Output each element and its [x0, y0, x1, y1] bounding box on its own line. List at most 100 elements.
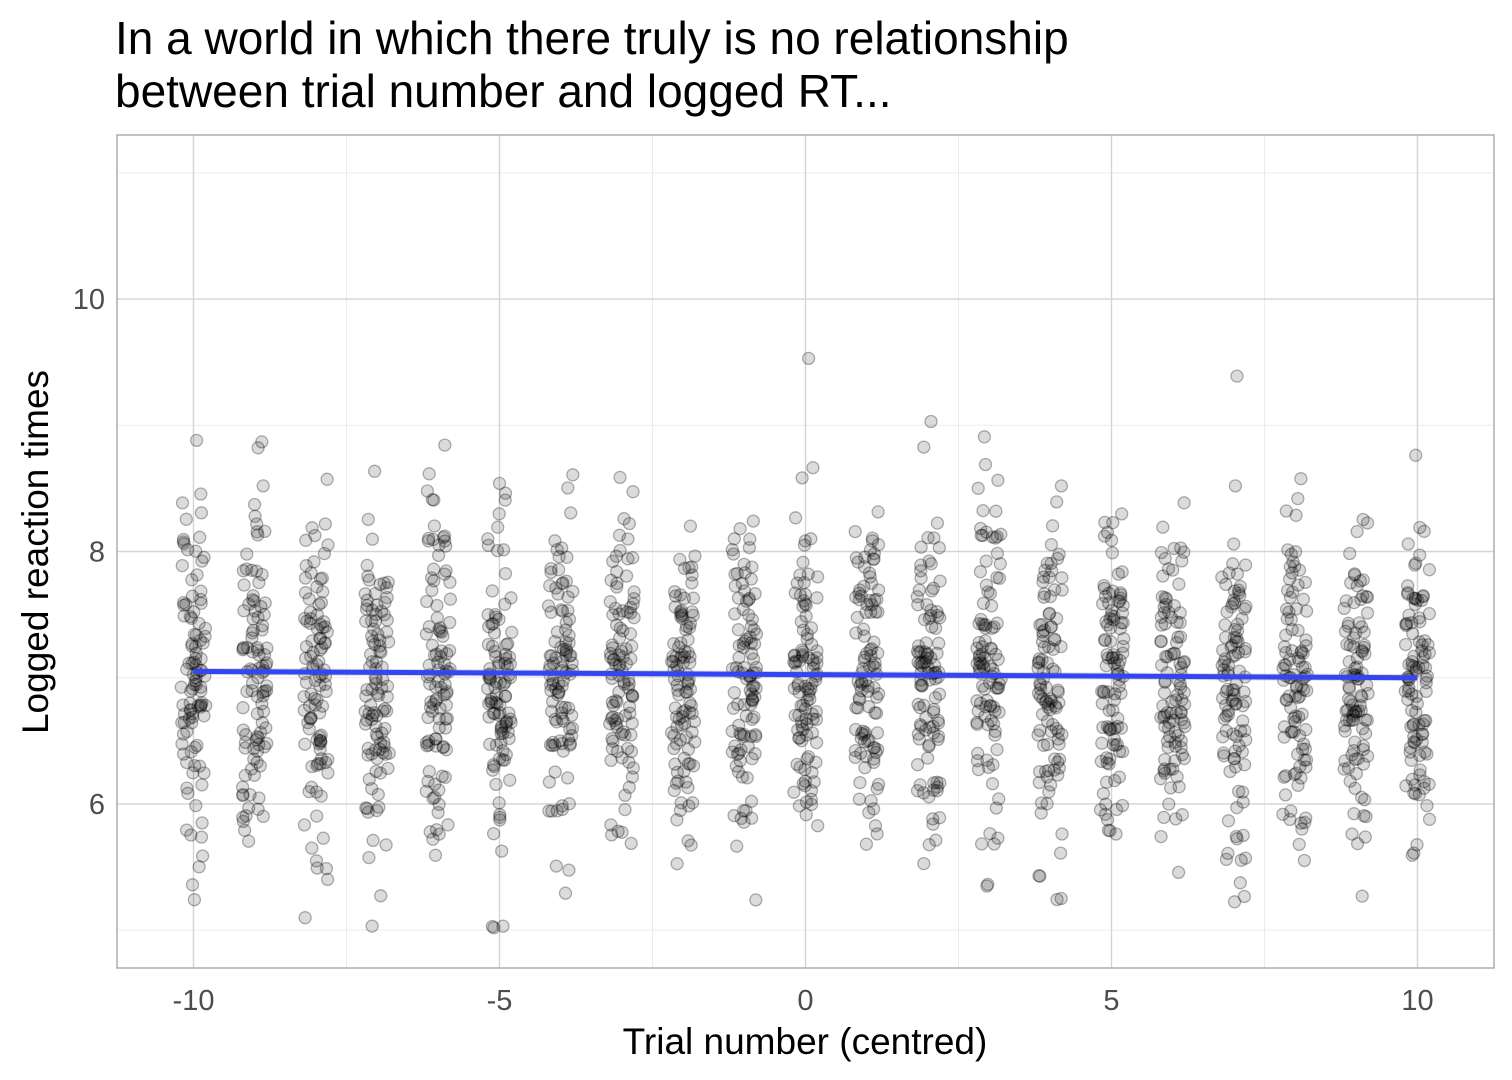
- data-point: [850, 610, 864, 625]
- data-point: [921, 660, 935, 674]
- data-point: [867, 680, 881, 695]
- data-point: [866, 658, 880, 672]
- data-point: [673, 803, 688, 818]
- data-point: [1238, 851, 1253, 865]
- data-point: [1291, 651, 1305, 665]
- data-point: [1299, 811, 1313, 825]
- x-tick-label: -10: [173, 985, 215, 1017]
- data-point: [1154, 618, 1169, 632]
- data-point: [1405, 703, 1419, 718]
- data-point: [1357, 625, 1371, 639]
- data-point: [861, 684, 875, 698]
- data-point: [1112, 770, 1127, 784]
- data-point: [373, 633, 387, 647]
- y-tick-label: 6: [89, 789, 105, 821]
- data-point: [677, 764, 691, 779]
- data-point: [736, 636, 750, 651]
- data-point: [1101, 685, 1115, 699]
- data-point: [314, 728, 328, 742]
- data-point: [931, 713, 945, 728]
- data-point: [871, 583, 886, 597]
- data-point: [988, 704, 1002, 718]
- data-point: [1115, 565, 1129, 579]
- data-point: [612, 631, 627, 645]
- data-point: [1100, 525, 1115, 540]
- data-point: [1420, 669, 1435, 683]
- data-point: [255, 567, 269, 582]
- data-point: [373, 639, 387, 653]
- data-point: [1044, 724, 1058, 739]
- data-point: [189, 628, 203, 642]
- data-point: [979, 554, 993, 568]
- data-point: [549, 651, 563, 665]
- data-point: [498, 689, 512, 703]
- data-point: [1098, 807, 1113, 821]
- data-point: [852, 586, 866, 600]
- data-point: [668, 701, 683, 715]
- data-point: [683, 705, 697, 719]
- data-point: [854, 684, 869, 698]
- data-point: [1408, 787, 1423, 801]
- data-point: [920, 598, 934, 612]
- data-point: [1037, 590, 1051, 604]
- data-point: [250, 643, 265, 657]
- data-point: [496, 726, 510, 740]
- data-point: [443, 615, 457, 630]
- data-point: [489, 675, 504, 689]
- data-point: [1117, 631, 1131, 646]
- data-point: [608, 601, 623, 616]
- data-point: [620, 605, 635, 619]
- data-point: [237, 823, 252, 837]
- data-point: [1289, 508, 1303, 522]
- data-point: [792, 708, 806, 722]
- data-point: [302, 784, 316, 799]
- data-point: [1173, 606, 1187, 620]
- data-point: [543, 738, 558, 752]
- data-point: [434, 644, 449, 658]
- data-point: [798, 779, 812, 793]
- data-point: [368, 586, 382, 601]
- data-point: [1235, 785, 1250, 799]
- data-point: [1345, 713, 1359, 728]
- data-point: [360, 558, 374, 573]
- data-point: [676, 655, 690, 670]
- data-point: [991, 473, 1005, 487]
- data-point: [1337, 601, 1351, 616]
- data-point: [305, 759, 319, 774]
- data-point: [796, 555, 810, 569]
- data-point: [304, 711, 318, 725]
- data-point: [487, 626, 502, 640]
- data-point: [185, 589, 200, 603]
- data-point: [1116, 639, 1130, 654]
- data-point: [1292, 710, 1306, 724]
- data-point: [195, 696, 209, 710]
- data-point: [1099, 797, 1113, 811]
- data-point: [664, 726, 679, 740]
- data-point: [1049, 721, 1063, 736]
- data-point: [668, 600, 682, 614]
- data-point: [624, 744, 639, 759]
- data-point: [376, 704, 390, 718]
- data-point: [1158, 719, 1172, 734]
- data-point: [1300, 683, 1314, 698]
- data-point: [1359, 809, 1373, 824]
- data-point: [1044, 620, 1058, 634]
- data-point: [623, 606, 638, 620]
- data-point: [745, 694, 760, 708]
- data-point: [865, 597, 879, 612]
- data-point: [303, 616, 318, 631]
- data-point: [1405, 772, 1419, 787]
- data-point: [989, 801, 1003, 815]
- data-point: [1401, 537, 1415, 551]
- data-point: [1406, 718, 1420, 732]
- data-point: [501, 637, 515, 651]
- data-point: [791, 678, 805, 693]
- data-point: [728, 579, 742, 593]
- data-point: [493, 807, 507, 822]
- data-point: [625, 639, 639, 653]
- data-point: [1228, 479, 1243, 493]
- data-point: [853, 678, 867, 693]
- data-point: [917, 856, 931, 871]
- data-point: [1238, 641, 1253, 656]
- data-point: [624, 836, 638, 851]
